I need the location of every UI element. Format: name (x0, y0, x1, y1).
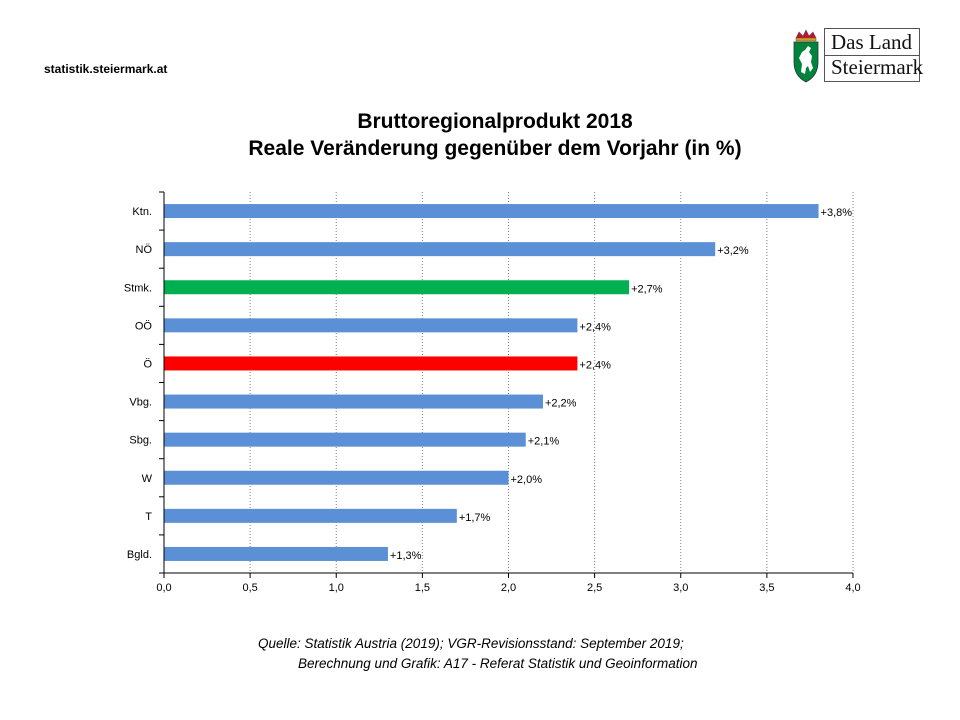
source-line-2: Berechnung und Grafik: A17 - Referat Sta… (298, 656, 698, 671)
bar (164, 318, 578, 333)
x-tick-label: 0,0 (156, 582, 171, 594)
bar (164, 546, 388, 561)
x-tick-label: 0,5 (242, 582, 257, 594)
data-label: +2,4% (579, 359, 611, 371)
x-tick-label: 1,0 (329, 582, 344, 594)
bar (164, 470, 509, 485)
category-label: Bgld. (127, 549, 152, 561)
x-tick-label: 1,5 (415, 582, 430, 594)
axes: Ktn. NÖ Stmk. OÖ Ö Vbg. Sbg. W T Bgld. 0,0 0,5 1,0 1,… (124, 191, 861, 594)
bar (164, 204, 819, 219)
data-label: +2,2% (545, 398, 577, 410)
bar (164, 280, 630, 295)
data-label: +2,1% (528, 436, 560, 448)
bar (164, 394, 543, 409)
data-label: +2,7% (631, 283, 663, 295)
data-label: +1,7% (459, 512, 491, 524)
data-labels: +3,8% +3,2% +2,7% +2,4% +2,4% +2,2% +2,1% +2,0%… (390, 207, 852, 562)
x-tick-label: 2,5 (587, 582, 602, 594)
data-label: +1,3% (390, 550, 422, 562)
x-tick-label: 3,5 (759, 582, 774, 594)
category-label: Vbg. (129, 397, 152, 409)
category-label: W (142, 473, 153, 485)
chart-title: Bruttoregionalprodukt 2018 Reale Verände… (0, 108, 960, 162)
logo-divider (825, 55, 919, 56)
chart-title-line-2: Reale Veränderung gegenüber dem Vorjahr … (248, 137, 742, 160)
source-note: Quelle: Statistik Austria (2019); VGR-Re… (258, 634, 697, 674)
category-label: Sbg. (129, 435, 152, 447)
category-label: Ktn. (132, 206, 152, 218)
source-line-1: Quelle: Statistik Austria (2019); VGR-Re… (258, 636, 684, 651)
logo: Das Land Steiermark (790, 28, 924, 84)
data-label: +3,2% (717, 245, 749, 257)
category-label: OÖ (135, 320, 153, 332)
bar (164, 432, 526, 447)
bar (164, 356, 578, 371)
data-label: +3,8% (821, 207, 853, 219)
site-url[interactable]: statistik.steiermark.at (44, 62, 168, 76)
logo-wordmark: Das Land Steiermark (824, 28, 924, 82)
steiermark-coat-of-arms-icon (793, 29, 819, 83)
bar (164, 242, 716, 257)
bars (164, 204, 819, 561)
category-label: T (145, 511, 152, 523)
category-label: Stmk. (124, 282, 152, 294)
category-label: Ö (143, 358, 152, 370)
data-label: +2,4% (579, 321, 611, 333)
x-tick-label: 3,0 (673, 582, 688, 594)
logo-line-1: Das Land (831, 30, 913, 54)
chart-title-line-1: Bruttoregionalprodukt 2018 (357, 110, 633, 133)
x-tick-label: 2,0 (501, 582, 516, 594)
data-label: +2,0% (511, 474, 543, 486)
category-label: NÖ (136, 244, 153, 256)
logo-line-2: Steiermark (831, 55, 924, 79)
bar (164, 508, 457, 523)
x-tick-label: 4,0 (845, 582, 860, 594)
